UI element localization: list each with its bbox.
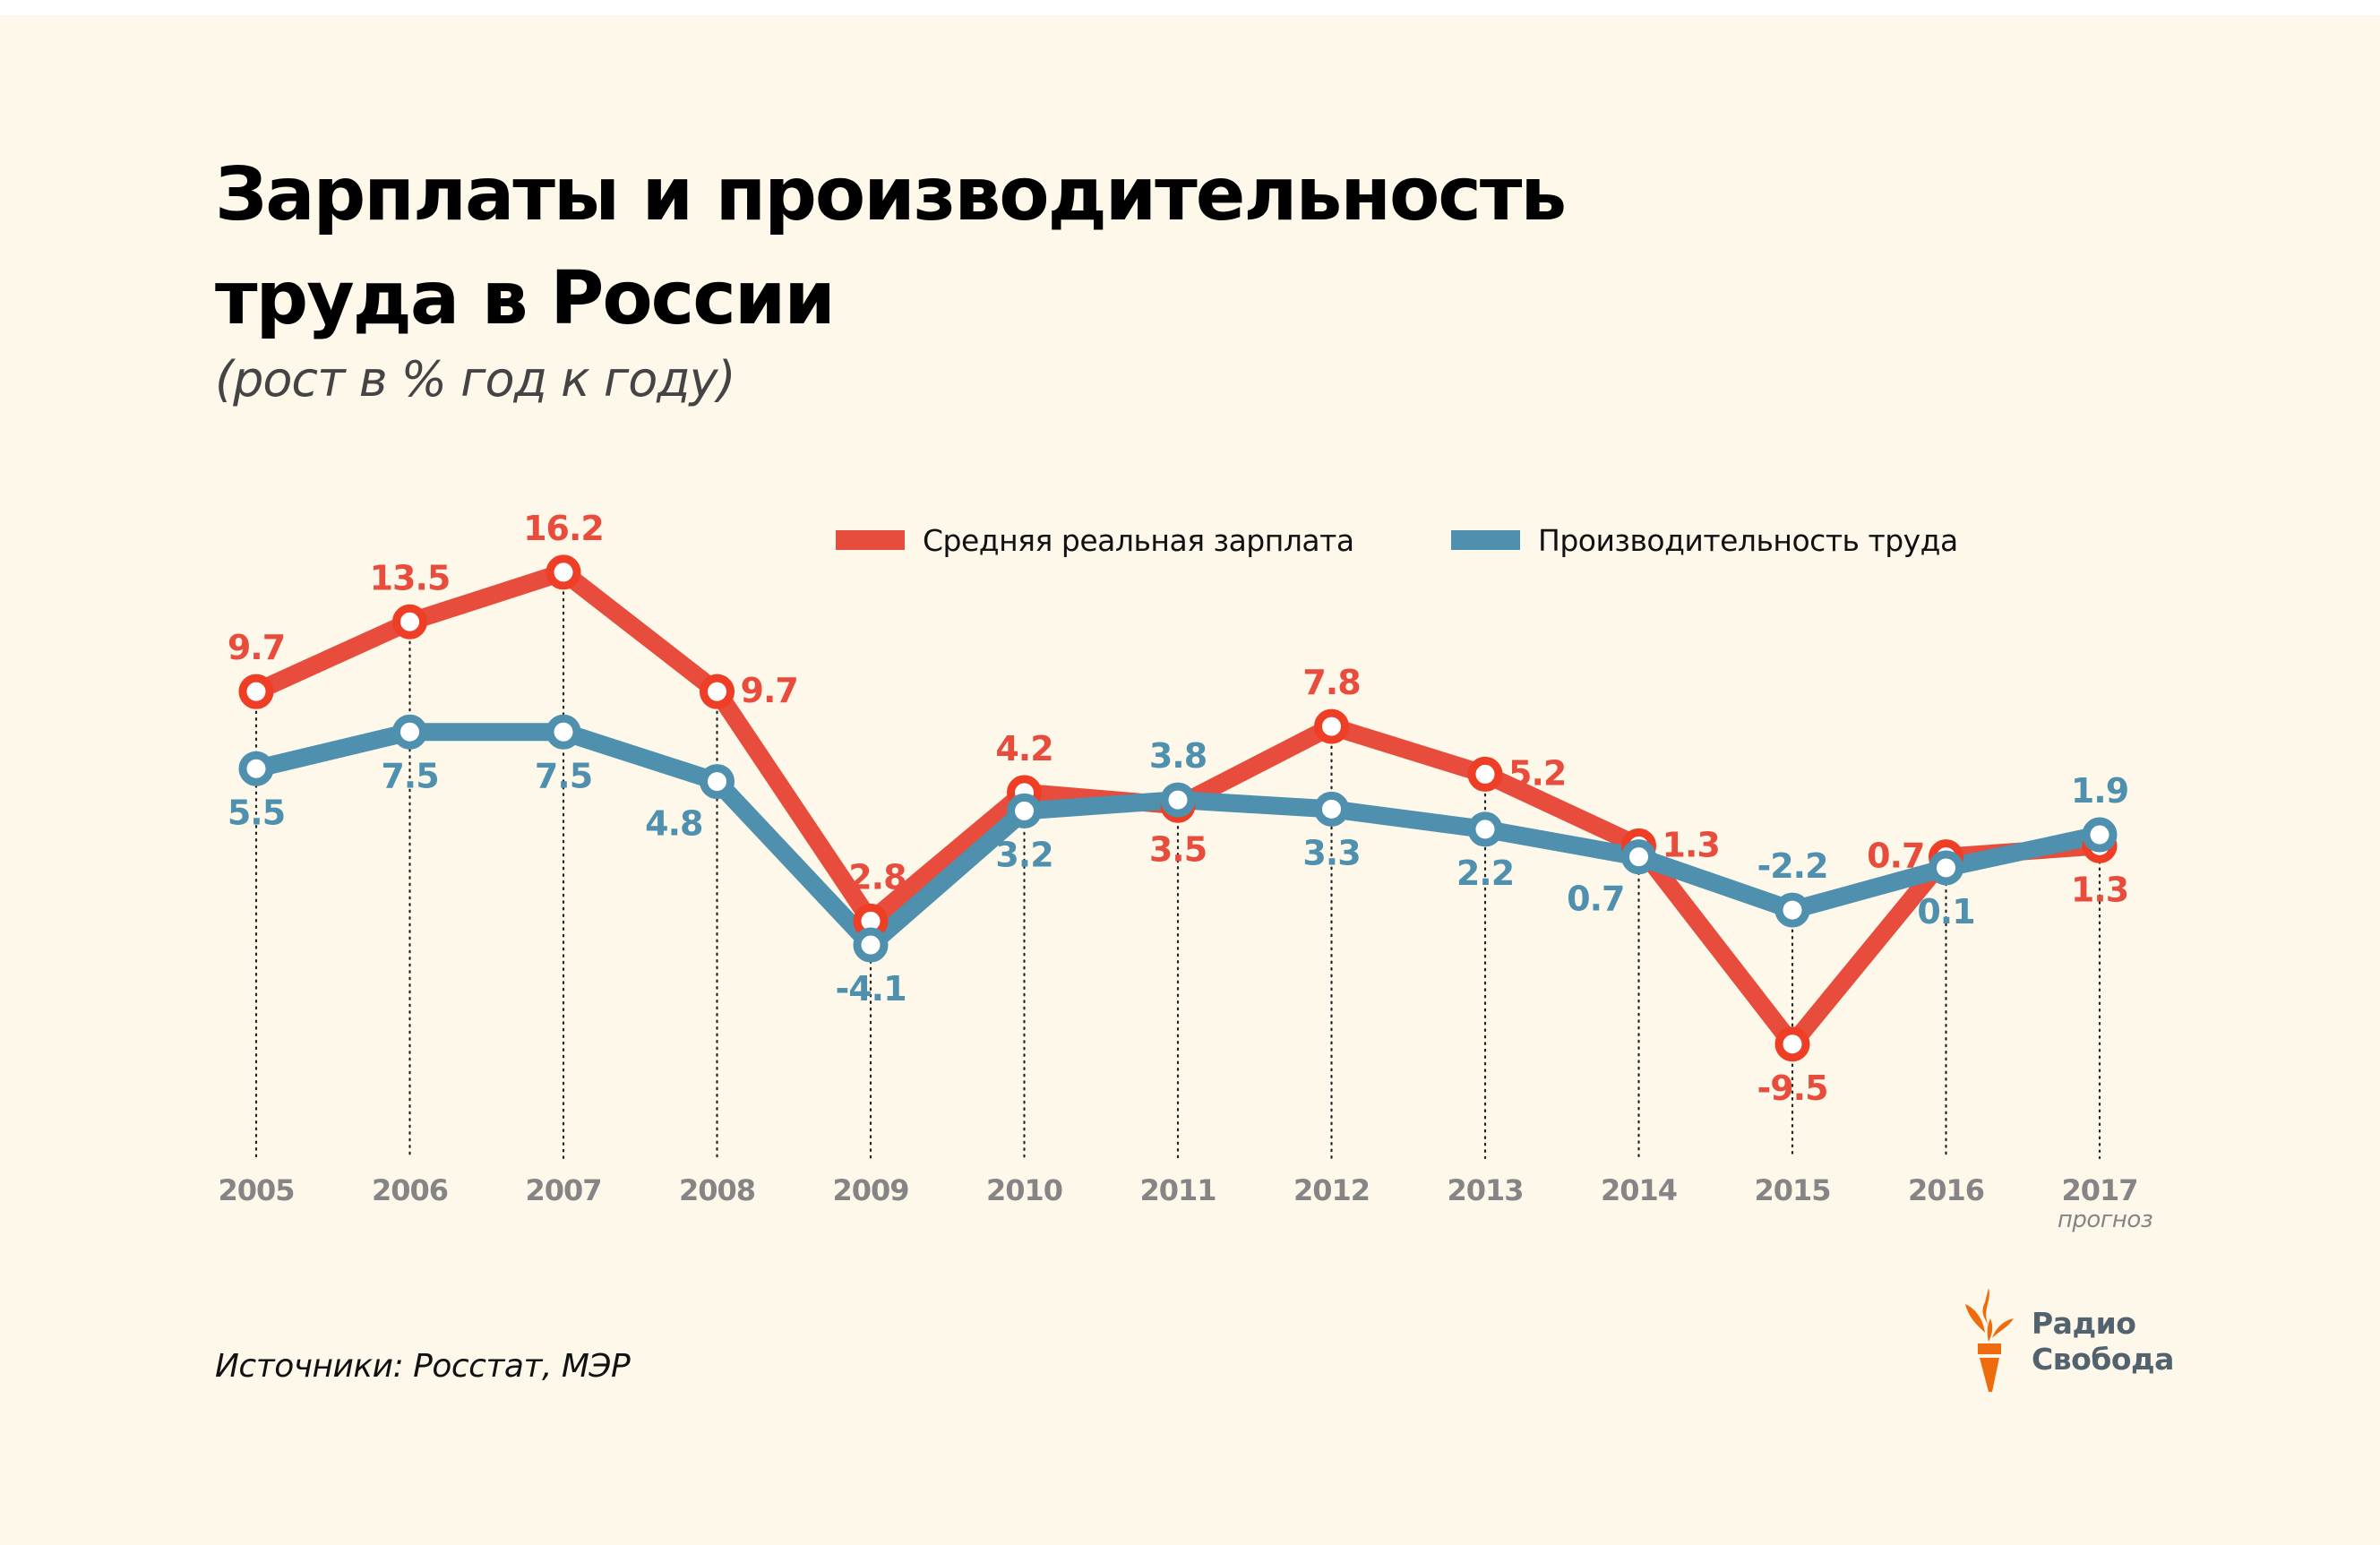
chart-background — [0, 15, 2380, 1545]
marker-productivity-2016 — [1929, 850, 1963, 886]
marker-wages-2005 — [238, 674, 274, 709]
chart-subtitle: (рост в % год к году) — [215, 351, 736, 408]
chart-title: Зарплаты и производительность труда в Ро… — [215, 143, 1567, 351]
radio-svoboda-logo: Радио Свобода — [1962, 1286, 2195, 1394]
legend-item-wages: Средняя реальная зарплата — [836, 518, 1354, 562]
data-label-wages-2016: 0.7 — [1867, 837, 1924, 876]
data-labels: 9.7 13.5 16.2 9.7 -2.8 4.2 3.5 7.8 5.2 1.3 -9.5 0.7… — [228, 509, 2129, 1108]
legend-label-wages: Средняя реальная зарплата — [923, 522, 1354, 558]
marker-productivity-2010 — [1007, 793, 1042, 828]
marker-productivity-2006 — [392, 714, 427, 750]
x-tick-label-2007: 2007 — [525, 1173, 601, 1207]
data-label-wages-2009: -2.8 — [835, 857, 906, 897]
x-tick-label-2005: 2005 — [218, 1173, 294, 1207]
legend-swatch-wages — [836, 530, 905, 550]
data-label-productivity-2008: 4.8 — [645, 804, 702, 844]
marker-productivity-2013 — [1467, 811, 1503, 847]
data-label-wages-2013: 5.2 — [1508, 753, 1566, 793]
marker-wages-2006 — [392, 604, 427, 639]
data-label-productivity-2011: 3.8 — [1149, 736, 1207, 776]
data-label-wages-2012: 7.8 — [1302, 663, 1360, 702]
data-label-productivity-2006: 7.5 — [381, 756, 438, 795]
x-tick-label-2009: 2009 — [832, 1173, 908, 1207]
marker-wages-2013 — [1467, 756, 1503, 792]
marker-productivity-2011 — [1160, 782, 1196, 818]
data-label-productivity-2015: -2.2 — [1757, 846, 1827, 886]
x-tick-note-2017: прогноз — [2058, 1206, 2152, 1233]
x-tick-label-2011: 2011 — [1139, 1173, 1216, 1207]
x-tick-label-2017: 2017 — [2061, 1173, 2137, 1207]
x-tick-label-2008: 2008 — [679, 1173, 755, 1207]
x-axis: 2005 2006 2007 2008 2009 2010 2011 2012 2013 2014… — [218, 1173, 2152, 1233]
x-tick-label-2012: 2012 — [1293, 1173, 1370, 1207]
marker-productivity-2014 — [1621, 839, 1656, 875]
data-label-wages-2007: 16.2 — [523, 509, 604, 548]
logo-text-line-2: Свобода — [2032, 1342, 2174, 1377]
x-tick-label-2006: 2006 — [372, 1173, 448, 1207]
marker-wages-2012 — [1314, 708, 1349, 744]
marker-productivity-2008 — [700, 764, 735, 800]
marker-productivity-2012 — [1314, 791, 1349, 827]
marker-wages-2007 — [546, 554, 581, 590]
data-label-wages-2006: 13.5 — [370, 558, 451, 597]
x-tick-label-2013: 2013 — [1447, 1173, 1523, 1207]
data-label-wages-2008: 9.7 — [741, 671, 798, 710]
data-label-productivity-2016: 0.1 — [1917, 892, 1974, 931]
data-label-wages-2005: 9.7 — [228, 628, 285, 667]
data-label-wages-2015: -9.5 — [1757, 1069, 1827, 1108]
logo-text-line-1: Радио — [2032, 1306, 2136, 1341]
marker-productivity-2017 — [2082, 817, 2118, 853]
data-label-productivity-2009: -4.1 — [835, 969, 906, 1009]
data-label-productivity-2012: 3.3 — [1302, 833, 1360, 872]
data-label-productivity-2010: 3.2 — [995, 835, 1053, 874]
data-label-wages-2010: 4.2 — [995, 729, 1053, 768]
data-label-productivity-2014: 0.7 — [1567, 880, 1624, 919]
data-label-wages-2011: 3.5 — [1149, 829, 1207, 869]
data-label-productivity-2017: 1.9 — [2071, 771, 2128, 811]
marker-productivity-2009 — [853, 927, 889, 963]
marker-productivity-2007 — [546, 714, 581, 750]
marker-productivity-2015 — [1774, 892, 1810, 928]
data-label-wages-2017: 1.3 — [2071, 870, 2128, 909]
marker-productivity-2005 — [238, 751, 274, 786]
chart-title-line-1: Зарплаты и производительность — [215, 152, 1567, 237]
marker-wages-2008 — [700, 674, 735, 709]
data-label-productivity-2013: 2.2 — [1456, 854, 1514, 893]
legend-swatch-productivity — [1451, 530, 1520, 550]
x-tick-label-2014: 2014 — [1601, 1173, 1677, 1207]
chart-title-line-2: труда в России — [215, 256, 836, 341]
x-tick-label-2010: 2010 — [986, 1173, 1062, 1207]
x-tick-label-2015: 2015 — [1754, 1173, 1830, 1207]
torch-icon — [1965, 1288, 2014, 1392]
data-label-productivity-2007: 7.5 — [535, 756, 592, 795]
legend-item-productivity: Производительность труда — [1451, 518, 1958, 562]
data-markers — [238, 554, 2118, 1062]
data-label-wages-2014: 1.3 — [1663, 825, 1720, 864]
marker-wages-2015 — [1774, 1026, 1810, 1062]
legend-label-productivity: Производительность труда — [1538, 522, 1958, 558]
x-tick-label-2016: 2016 — [1908, 1173, 1984, 1207]
data-label-productivity-2005: 5.5 — [228, 793, 285, 832]
source-note: Источники: Росстат, МЭР — [215, 1348, 631, 1385]
